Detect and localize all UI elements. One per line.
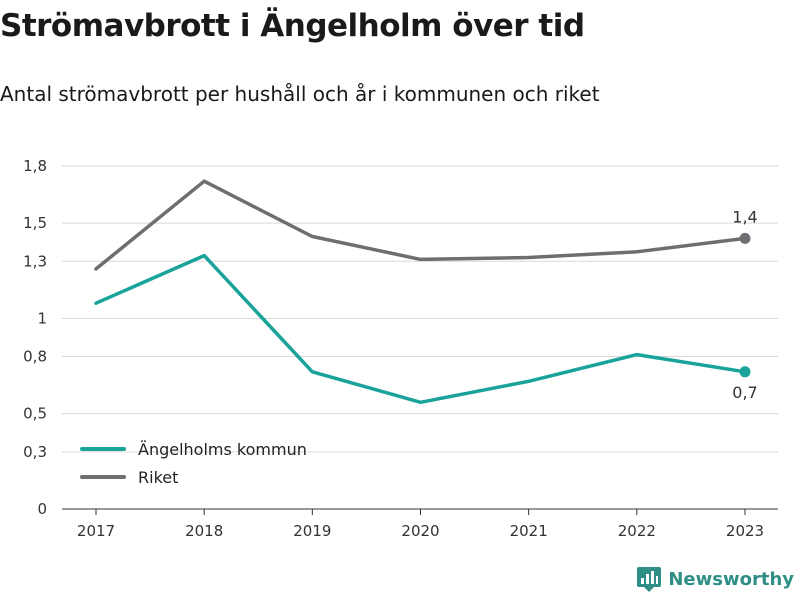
data-labels: 1,4 0,7 [732, 207, 757, 401]
legend: Ängelholms kommun Riket [80, 440, 307, 487]
x-tick-label: 2023 [726, 522, 764, 540]
newsworthy-logo-icon [637, 567, 662, 592]
x-tick-label: 2018 [185, 522, 223, 540]
brand-name: Newsworthy [668, 568, 794, 590]
series-end-label: 1,4 [732, 207, 757, 226]
chart-subtitle: Antal strömavbrott per hushåll och år i … [0, 82, 600, 106]
series-line [94, 179, 747, 271]
series-lines [94, 179, 751, 405]
chart-title: Strömavbrott i Ängelholm över tid [0, 8, 585, 44]
series-end-marker [739, 232, 751, 244]
x-tick-label: 2020 [401, 522, 439, 540]
x-tick-label: 2022 [618, 522, 656, 540]
x-tick-label: 2021 [510, 522, 548, 540]
y-tick-label: 1,8 [23, 157, 47, 175]
series-end-marker [739, 366, 751, 378]
y-tick-label: 0,5 [23, 405, 47, 423]
legend-label: Riket [138, 468, 178, 487]
legend-label: Ängelholms kommun [138, 440, 307, 459]
y-tick-label: 1,3 [23, 252, 47, 270]
brand-logo: Newsworthy [636, 566, 794, 592]
x-tick-label: 2017 [77, 522, 115, 540]
y-tick-label: 0,8 [23, 348, 47, 366]
y-tick-label: 1,5 [23, 214, 47, 232]
y-tick-label: 0,3 [23, 443, 47, 461]
x-tick-label: 2019 [293, 522, 331, 540]
series-end-label: 0,7 [732, 383, 757, 402]
y-tick-label: 0 [37, 500, 47, 518]
y-tick-label: 1 [37, 309, 47, 327]
axes: 0 0,3 0,5 0,8 1 1,3 1,5 1,8 2017 2018 2019 2020 2021… [23, 157, 778, 540]
series-line [94, 253, 747, 405]
